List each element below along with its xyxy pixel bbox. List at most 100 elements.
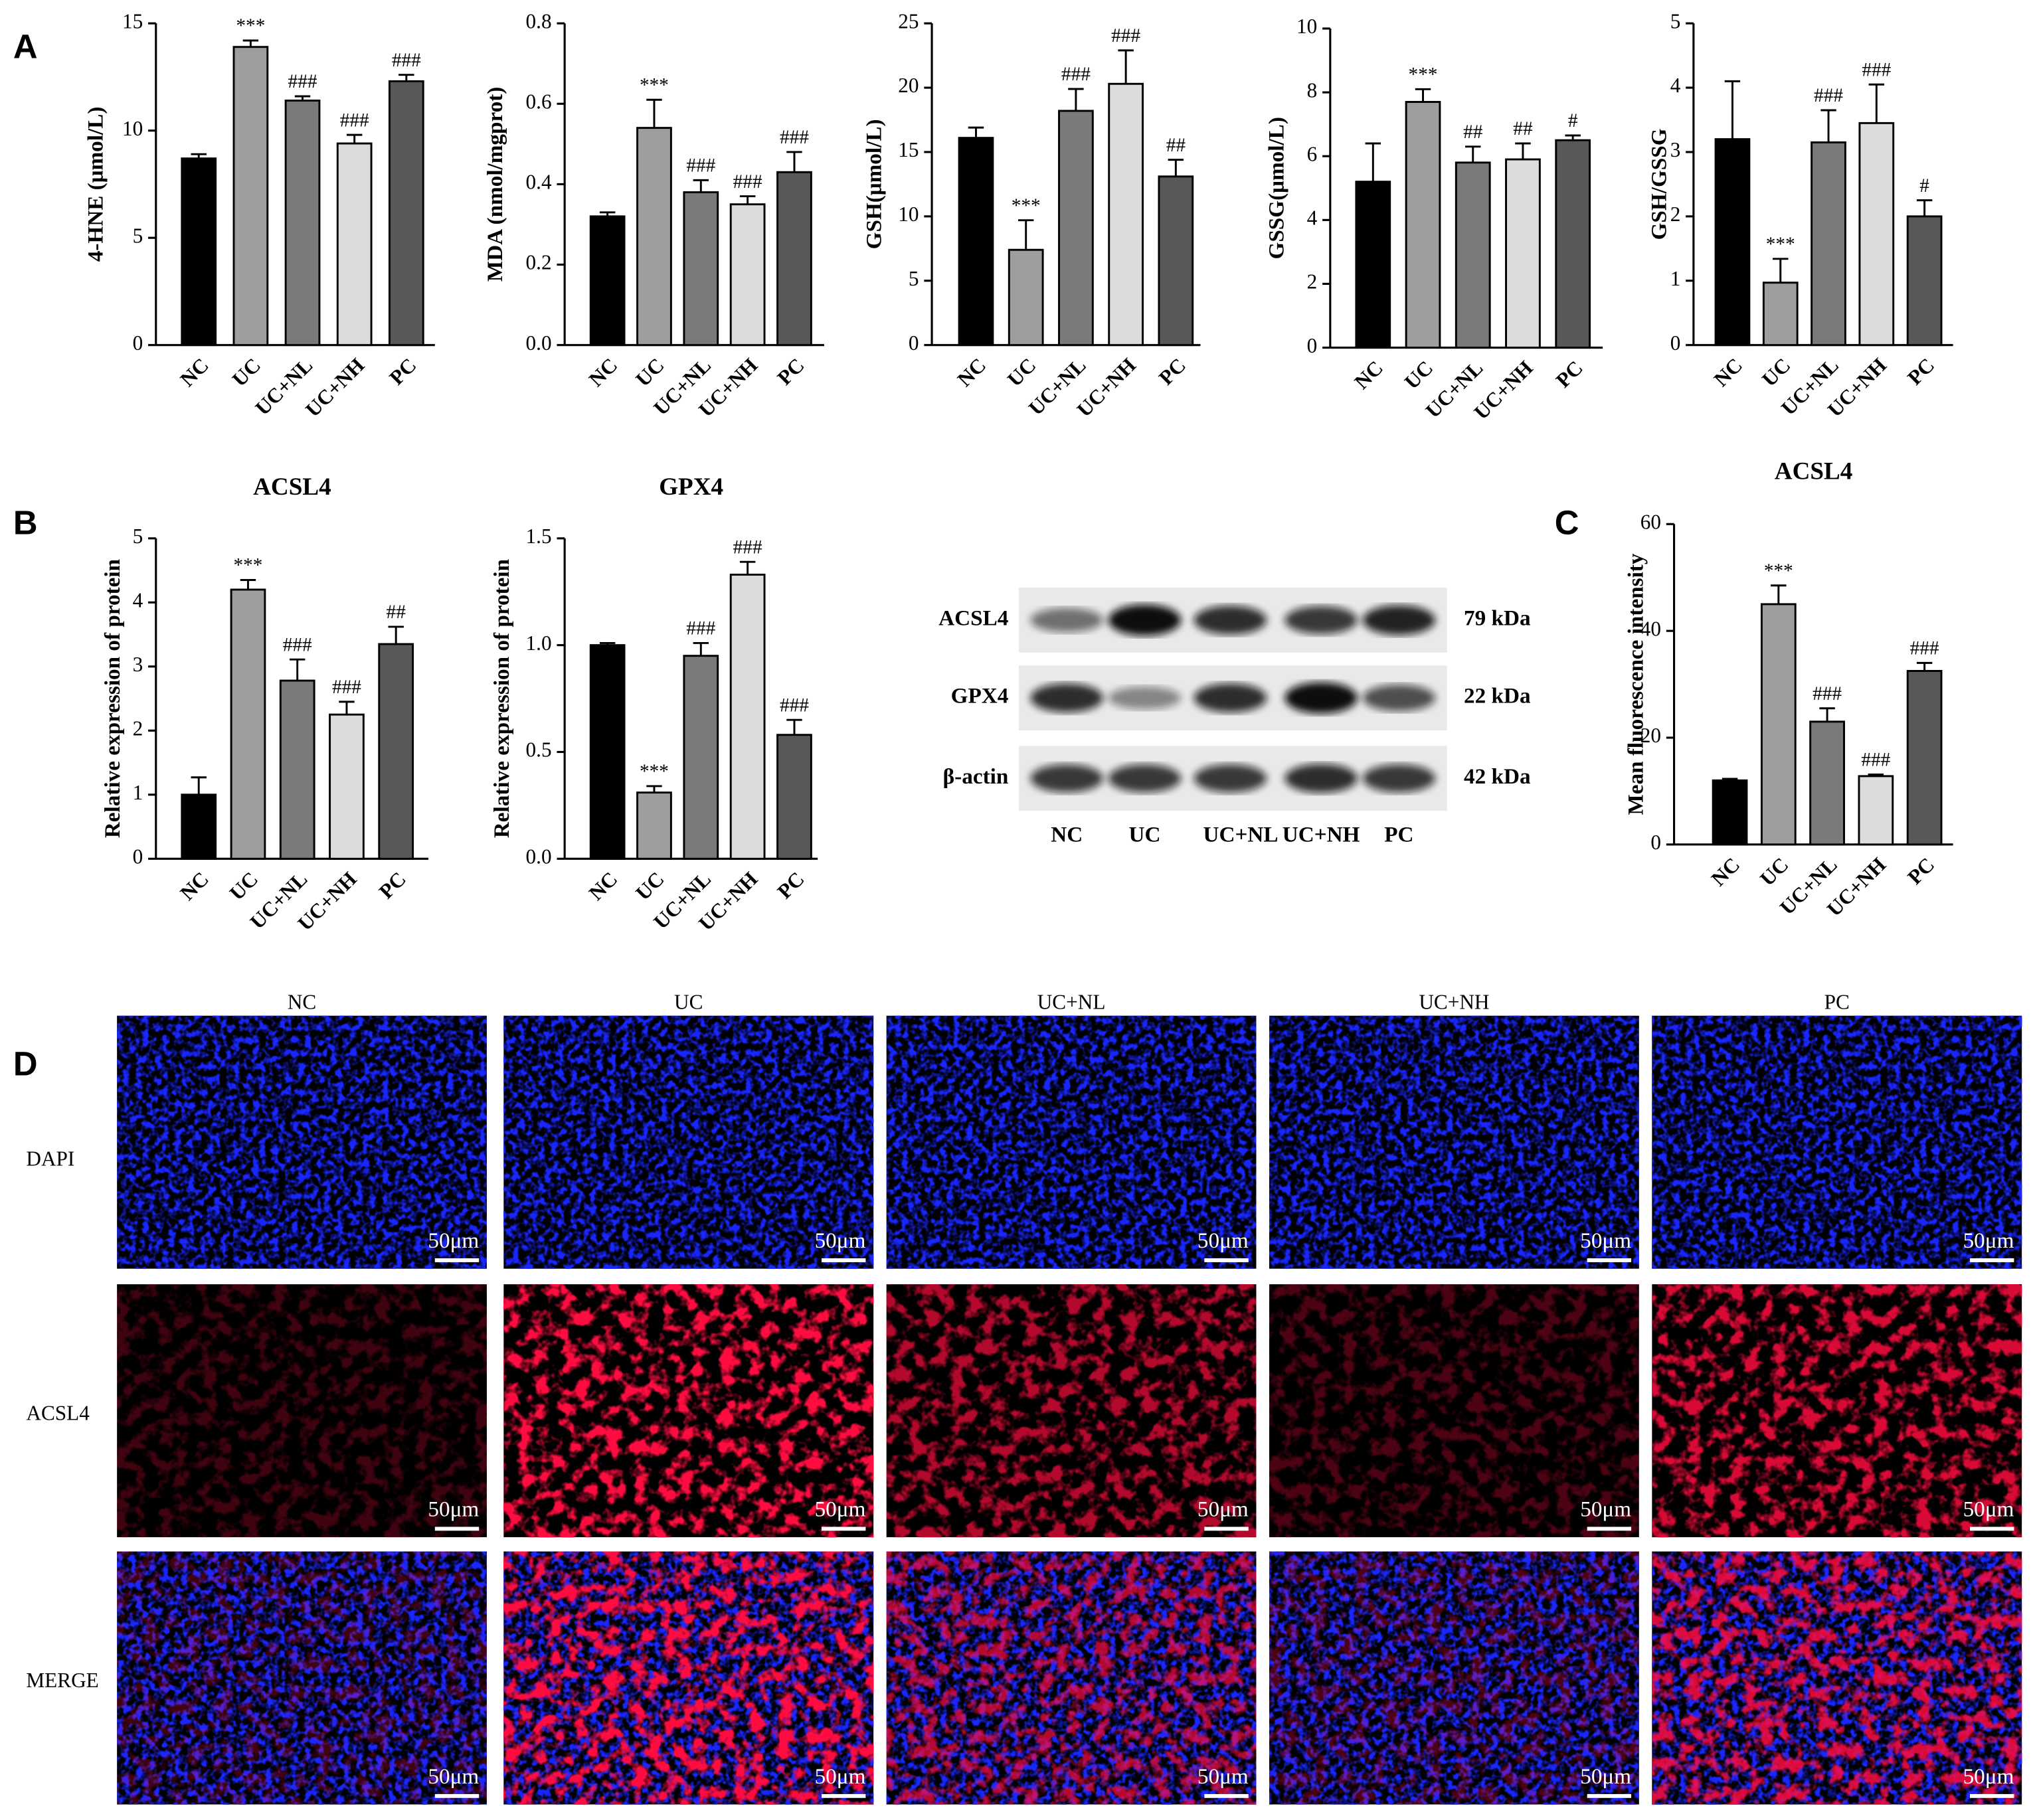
- error-bar: [693, 179, 709, 193]
- bar: [1008, 248, 1044, 347]
- scale-bar: [821, 1527, 866, 1531]
- dapi-channel: [1652, 1015, 2022, 1269]
- chart-title: ACSL4: [1775, 458, 1853, 485]
- y-tick-label: 4: [1670, 74, 1681, 97]
- y-axis-label: GSH(μmol/L): [862, 119, 887, 249]
- y-tick-label: 4: [1307, 207, 1318, 230]
- blot-band: [1194, 683, 1267, 712]
- y-tick-label: 20: [898, 74, 919, 97]
- y-axis-label: 4-HNE (μmol/L): [83, 107, 108, 262]
- significance-label: ###: [340, 110, 369, 131]
- error-bar: [1820, 109, 1836, 143]
- significance-label: ###: [1862, 59, 1891, 80]
- y-tick-label: 1: [133, 781, 143, 804]
- bar: [683, 655, 719, 860]
- y-tick-label: 5: [133, 224, 143, 247]
- chart-title: ACSL4: [253, 473, 331, 501]
- scale-bar-label: 50μm: [1580, 1497, 1631, 1522]
- bar: [378, 643, 414, 860]
- scale-bar-label: 50μm: [1197, 1497, 1249, 1522]
- western-blot: ACSL4 79 kDa GPX4 22 kDa β-actin 42 kDa NC UC UC…: [938, 588, 1531, 847]
- bar: [729, 573, 766, 860]
- scale-bar-label: 50μm: [428, 1228, 479, 1253]
- y-tick-label: 25: [898, 9, 919, 33]
- error-bar: [739, 195, 756, 205]
- scale-bar: [1969, 1793, 2014, 1798]
- significance-label: ###: [686, 155, 715, 177]
- error-bar: [1819, 707, 1835, 722]
- error-bar: [1868, 83, 1885, 124]
- y-tick-label: 8: [1307, 78, 1318, 102]
- y-tick-label: 0: [1670, 331, 1681, 355]
- lane-label: UC+NH: [1283, 823, 1360, 847]
- y-tick-label: 0: [1307, 334, 1318, 357]
- y-tick-label: 0: [909, 331, 919, 355]
- scale-bar-label: 50μm: [1197, 1764, 1249, 1789]
- significance-label: ###: [392, 50, 421, 71]
- significance-label: ###: [1061, 64, 1091, 85]
- error-bar: [1771, 584, 1787, 604]
- bar: [1712, 779, 1748, 846]
- bar: [958, 137, 994, 347]
- blot-band: [1284, 682, 1358, 714]
- significance-label: ###: [1814, 85, 1843, 106]
- bar: [230, 588, 266, 860]
- blot-band: [1362, 764, 1436, 793]
- acsl4-channel: [503, 1551, 874, 1805]
- blot-band: [1108, 604, 1182, 636]
- error-bar: [1916, 199, 1933, 216]
- panel-label: D: [13, 1044, 38, 1082]
- error-bar: [1773, 258, 1789, 283]
- panel-label: A: [13, 28, 38, 66]
- significance-label: ##: [1513, 118, 1533, 139]
- scale-bar-label: 50μm: [1580, 1228, 1631, 1253]
- error-bar: [1724, 80, 1741, 139]
- row-label: MERGE: [26, 1669, 98, 1692]
- y-tick-label: 3: [133, 653, 143, 676]
- y-tick-label: 0.4: [526, 171, 552, 194]
- column-label: UC+NL: [1037, 990, 1106, 1013]
- protein-label: GPX4: [951, 684, 1009, 708]
- scale-bar: [821, 1793, 866, 1798]
- blot-band: [1030, 683, 1103, 712]
- scale-bar-label: 50μm: [815, 1228, 866, 1253]
- scale-bar-label: 50μm: [1963, 1228, 2014, 1253]
- error-bar: [398, 74, 414, 82]
- blot-band: [1030, 608, 1103, 633]
- scale-bar: [1969, 1258, 2014, 1262]
- significance-label: ###: [332, 677, 361, 698]
- error-bar: [1515, 142, 1531, 160]
- y-tick-label: 60: [1640, 510, 1661, 533]
- bar: [336, 142, 373, 347]
- lane-label: NC: [1051, 823, 1083, 847]
- bar: [181, 157, 217, 347]
- bar: [232, 46, 269, 347]
- significance-label: ###: [733, 171, 762, 193]
- y-axis-label: GSH/GSSG: [1647, 128, 1672, 240]
- scale-bar-label: 50μm: [815, 1497, 866, 1522]
- significance-label: ###: [1861, 750, 1890, 771]
- significance-label: ***: [233, 555, 262, 576]
- error-bar: [294, 95, 311, 101]
- error-bar: [289, 658, 306, 681]
- error-bar: [646, 98, 662, 128]
- significance-label: ***: [1766, 234, 1795, 255]
- significance-label: ###: [733, 537, 762, 558]
- scale-bar: [1587, 1527, 1632, 1531]
- y-tick-label: 2: [1307, 270, 1318, 293]
- error-bar: [1565, 134, 1581, 141]
- blot-band: [1108, 764, 1182, 793]
- error-bar: [693, 641, 709, 656]
- scale-bar-label: 50μm: [428, 1497, 479, 1522]
- panel-label: B: [13, 504, 38, 542]
- acsl4-channel: [886, 1551, 1257, 1805]
- error-bar: [599, 641, 616, 645]
- y-tick-label: 5: [1670, 9, 1681, 33]
- bar: [1760, 603, 1797, 846]
- acsl4-channel: [1269, 1284, 1639, 1538]
- blot-band: [1284, 606, 1358, 634]
- blot-band: [1362, 685, 1436, 712]
- significance-label: ###: [1111, 25, 1140, 46]
- dapi-channel: [117, 1015, 487, 1269]
